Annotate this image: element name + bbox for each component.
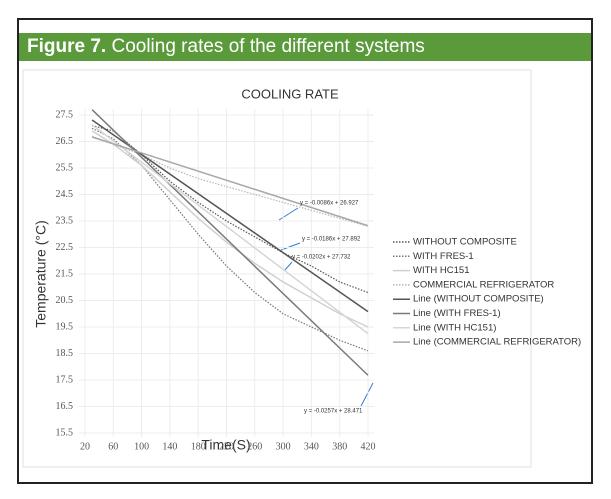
series-line: [91, 136, 369, 227]
legend-label: WITH FRES-1: [413, 251, 474, 262]
y-tick-label: 24.5: [56, 189, 74, 200]
x-tick-label: 300: [276, 441, 291, 452]
figure-caption: Cooling rates of the different systems: [111, 36, 425, 57]
legend-label: WITHOUT COMPOSITE: [413, 237, 517, 248]
series-line: [91, 127, 369, 352]
y-tick-label: 26.5: [56, 136, 74, 147]
annotation-arrows: [278, 207, 374, 407]
x-tick-label: 180: [191, 441, 206, 452]
x-tick-label: 420: [361, 441, 376, 452]
y-tick-label: 21.5: [56, 268, 74, 279]
trendline-equation: y = -0.0257x + 28.471: [304, 409, 363, 415]
x-tick-label: 340: [304, 441, 319, 452]
y-tick-label: 16.5: [56, 401, 74, 412]
y-tick-label: 15.5: [56, 427, 74, 438]
arrow: [278, 207, 299, 221]
arrow: [360, 382, 374, 407]
x-tick-label: 100: [134, 441, 149, 452]
series-line: [91, 109, 369, 376]
legend-label: WITH HC151: [413, 265, 469, 276]
y-tick-label: 18.5: [56, 348, 74, 359]
figure-label: Figure 7.: [27, 36, 107, 57]
x-tick-label: 140: [162, 441, 177, 452]
legend-label: Line (WITH HC151): [413, 322, 496, 333]
y-tick-label: 17.5: [56, 374, 74, 385]
y-axis-label: Temperature (°C): [33, 220, 49, 328]
x-tick-label: 20: [80, 441, 90, 452]
arrow: [284, 261, 293, 271]
arrow: [280, 242, 301, 251]
x-tick-label: 380: [332, 441, 347, 452]
chart-title: COOLING RATE: [241, 86, 339, 101]
series-line: [91, 125, 369, 294]
legend-label: Line (WITH FRES-1): [413, 308, 501, 319]
x-tick-label: 60: [108, 441, 118, 452]
y-tick-label: 19.5: [56, 321, 74, 332]
series-line: [91, 135, 369, 227]
legend-label: Line (COMMERCIAL REFRIGERATOR): [413, 337, 581, 348]
legend-label: COMMERCIAL REFRIGERATOR: [413, 279, 554, 290]
trendline-equation: y = -0.0086x + 26.927: [300, 201, 359, 207]
trendline-equation: y = -0.0186x + 27.892: [302, 237, 361, 243]
y-tick-label: 25.5: [56, 162, 74, 173]
x-axis-label: Time(S): [201, 437, 250, 453]
x-tick-label: 260: [247, 441, 262, 452]
figure-header: Figure 7. Cooling rates of the different…: [19, 33, 591, 61]
y-tick-label: 22.5: [56, 242, 74, 253]
trendline-equation: y = -0.0202x + 27.732: [292, 255, 351, 261]
y-tick-label: 27.5: [56, 109, 74, 120]
series-line: [91, 124, 369, 335]
series-line: [91, 130, 369, 328]
x-tick-label: 220: [219, 441, 234, 452]
y-tick-label: 23.5: [56, 215, 74, 226]
legend-label: Line (WITHOUT COMPOSITE): [413, 294, 544, 305]
y-tick-label: 20.5: [56, 295, 74, 306]
